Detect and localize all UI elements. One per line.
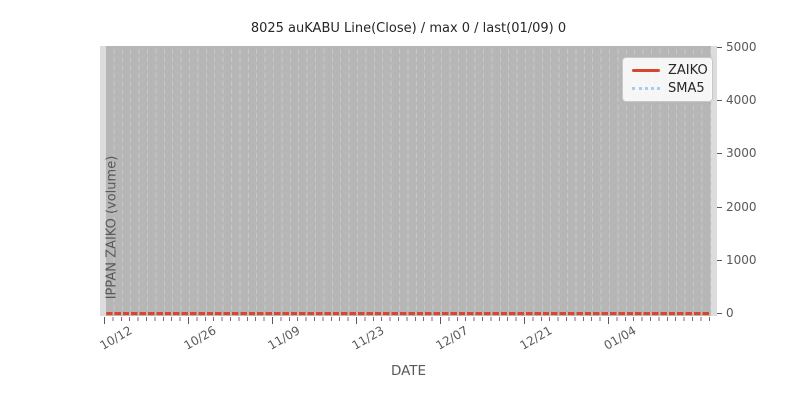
y-major-tick xyxy=(717,47,722,48)
y-tick-label: 2000 xyxy=(726,200,757,214)
x-major-tick xyxy=(608,317,609,324)
plot-area: ZAIKO SMA5 IPPAN ZAIKO (volume) xyxy=(100,46,717,316)
y-major-tick xyxy=(717,313,722,314)
x-major-tick xyxy=(524,317,525,324)
y-tick-label: 4000 xyxy=(726,93,757,107)
sma5-line-sample-icon xyxy=(632,87,660,90)
x-tick-label: 01/04 xyxy=(601,323,639,353)
legend-label-sma5: SMA5 xyxy=(668,81,705,96)
x-tick-label: 12/21 xyxy=(517,323,555,353)
x-minor-ticks xyxy=(104,317,716,321)
x-major-tick xyxy=(440,317,441,324)
legend-label-zaiko: ZAIKO xyxy=(668,63,708,78)
chart-title: 8025 auKABU Line(Close) / max 0 / last(0… xyxy=(250,21,567,36)
x-major-tick xyxy=(272,317,273,324)
x-major-tick xyxy=(188,317,189,324)
plot-data-band xyxy=(106,46,711,316)
y-major-tick xyxy=(717,207,722,208)
y-major-tick xyxy=(717,153,722,154)
x-tick-label: 10/26 xyxy=(181,323,219,353)
x-tick-label: 11/09 xyxy=(265,323,303,353)
x-axis-label: DATE xyxy=(390,363,427,379)
y-tick-label: 1000 xyxy=(726,253,757,267)
zaiko-line xyxy=(106,312,711,315)
x-major-tick xyxy=(356,317,357,324)
x-major-tick xyxy=(104,317,105,324)
x-tick-label: 11/23 xyxy=(349,323,387,353)
y-tick-label: 5000 xyxy=(726,40,757,54)
y-major-tick xyxy=(717,100,722,101)
zaiko-line-sample-icon xyxy=(632,69,660,72)
legend-item-sma5: SMA5 xyxy=(623,81,712,96)
y-tick-label: 3000 xyxy=(726,146,757,160)
x-tick-label: 12/07 xyxy=(433,323,471,353)
y-tick-label: 0 xyxy=(726,306,734,320)
y-axis-label: IPPAN ZAIKO (volume) xyxy=(104,155,120,300)
legend-item-zaiko: ZAIKO xyxy=(623,63,712,78)
y-major-tick xyxy=(717,260,722,261)
legend: ZAIKO SMA5 xyxy=(622,57,713,102)
